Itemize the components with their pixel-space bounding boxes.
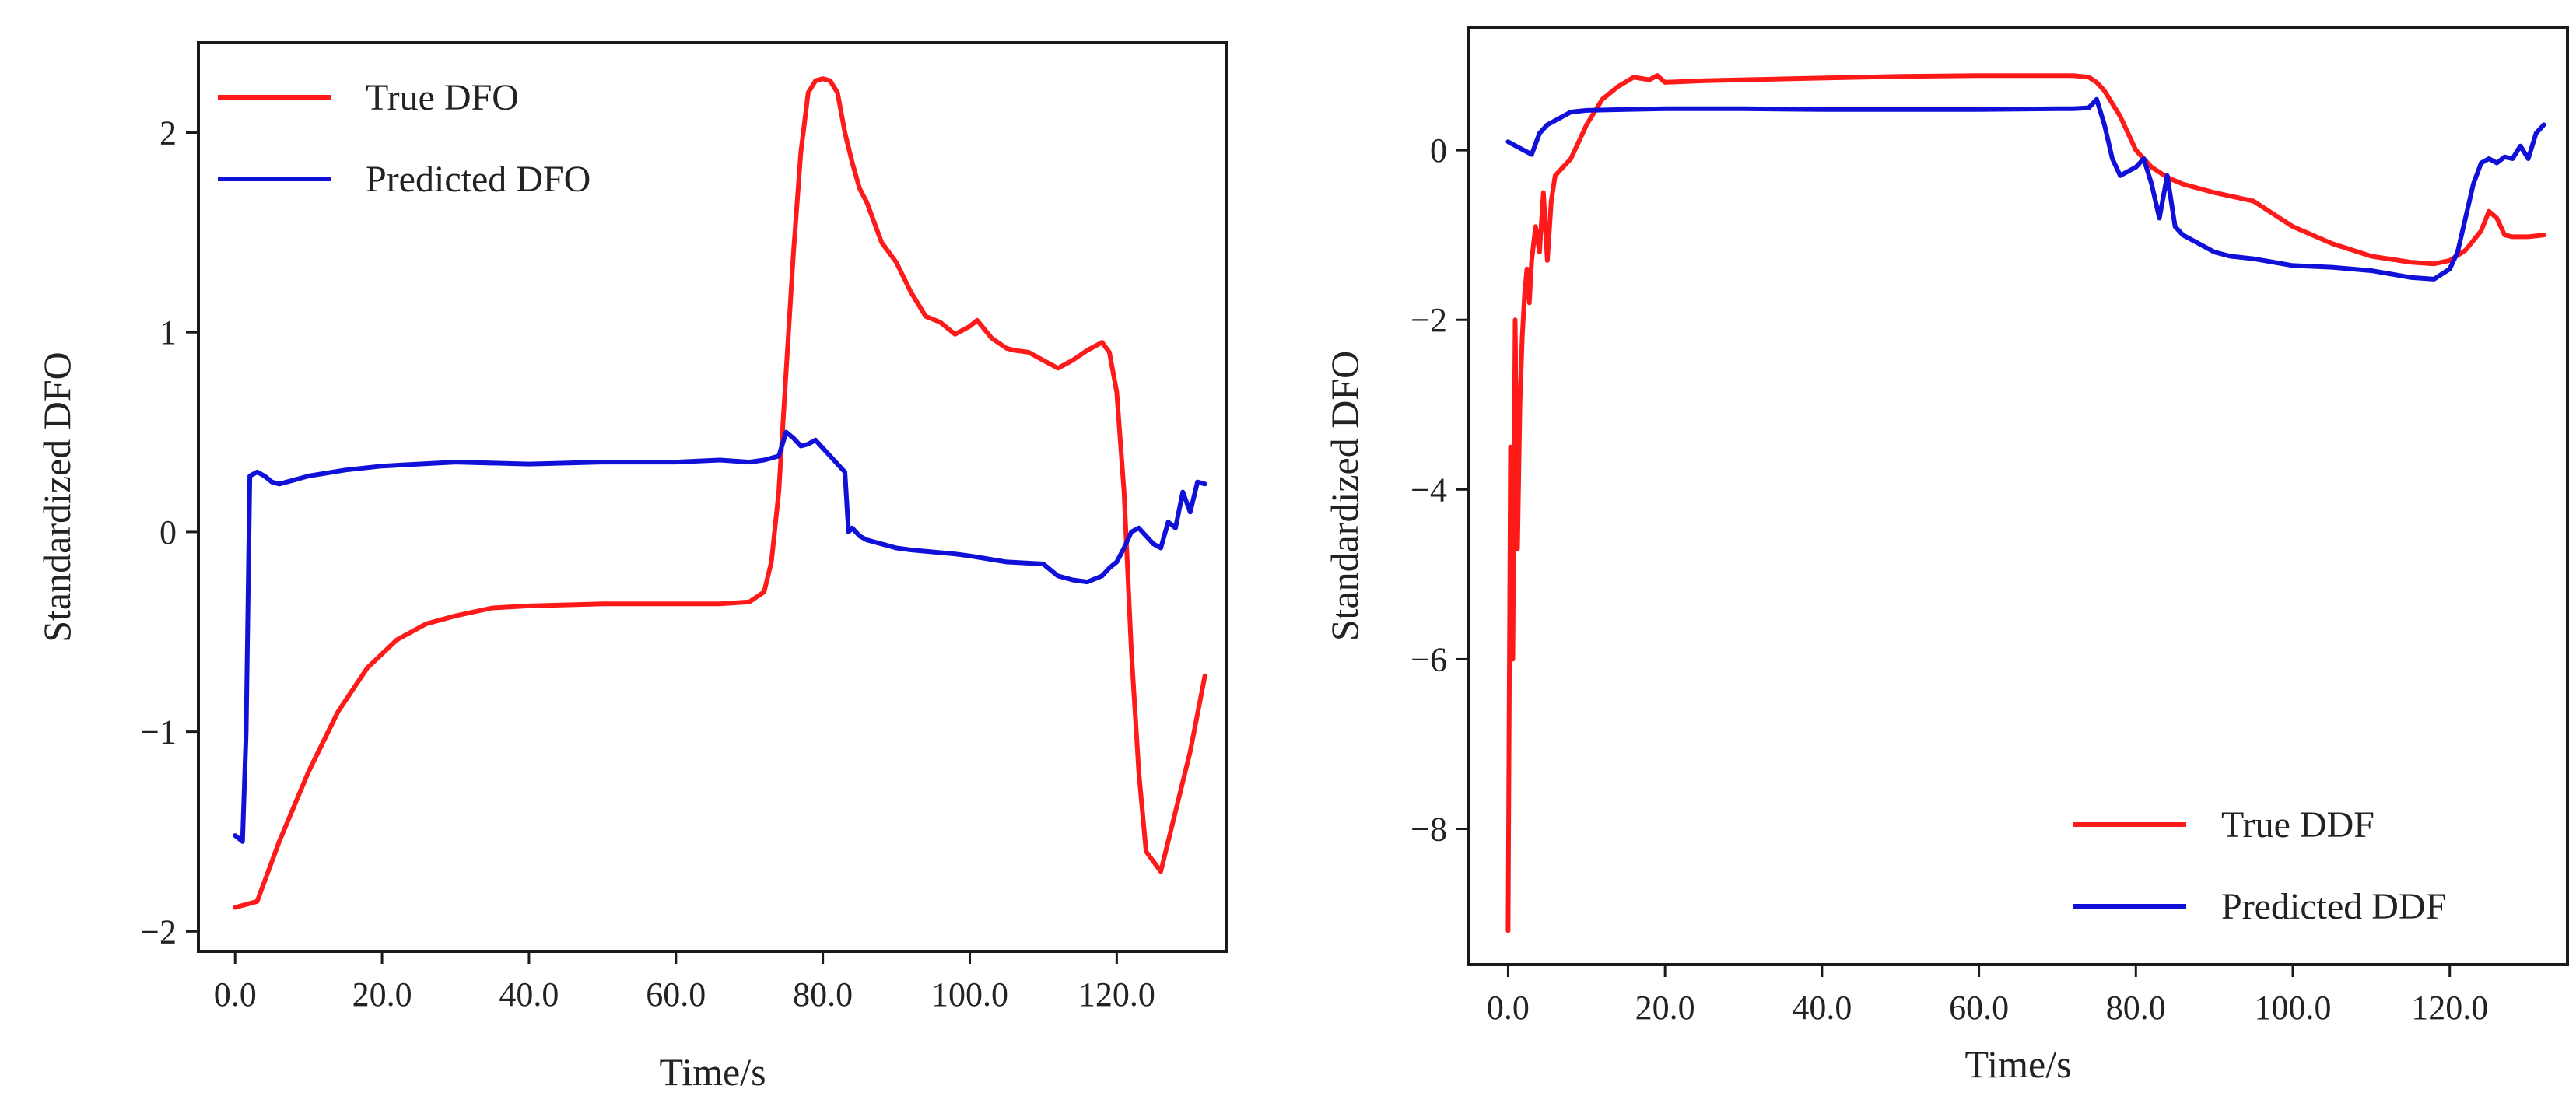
y-tick-label: −2: [140, 912, 177, 951]
x-tick-label: 60.0: [1949, 989, 2009, 1027]
series-line-predicted-dfo: [233, 429, 1207, 844]
plot-frame: [1467, 26, 2569, 966]
x-tick-label: 20.0: [1635, 989, 1695, 1027]
x-axis-label: Time/s: [1964, 1042, 2071, 1086]
y-tick-label: −8: [1411, 811, 1447, 849]
x-tick-label: 0.0: [214, 975, 257, 1014]
y-tick-label: −1: [140, 713, 177, 751]
legend-label: Predicted DFO: [366, 159, 591, 200]
series-line-true-dfo: [233, 76, 1207, 910]
y-tick-label: −6: [1411, 640, 1447, 678]
x-tick-label: 100.0: [931, 975, 1008, 1014]
legend-label: True DFO: [366, 77, 519, 118]
y-tick-label: −4: [1411, 471, 1447, 509]
x-tick-label: 120.0: [1078, 975, 1155, 1014]
plot-frame: [197, 41, 1228, 953]
series-line-true-ddf: [1505, 73, 2546, 933]
x-tick-label: 80.0: [793, 975, 853, 1014]
y-tick-label: 1: [159, 313, 177, 352]
x-tick-label: 60.0: [646, 975, 706, 1014]
x-tick-label: 40.0: [499, 975, 559, 1014]
x-tick-label: 40.0: [1792, 989, 1852, 1027]
y-tick-label: 2: [159, 114, 177, 152]
chart-dfo: 0.0 20.0 40.0 60.0 80.0 100.0 120.0 −2 −1 0 1 2 Time…: [35, 41, 1228, 1094]
x-tick-label: 100.0: [2255, 989, 2332, 1027]
y-tick-label: 0: [1430, 131, 1447, 170]
x-tick-label: 0.0: [1487, 989, 1530, 1027]
x-tick-label: 120.0: [2411, 989, 2488, 1027]
x-tick-label: 80.0: [2106, 989, 2166, 1027]
y-tick-label: −2: [1411, 301, 1447, 339]
y-axis-label: Standardized DFO: [1323, 351, 1366, 642]
x-tick-label: 20.0: [352, 975, 412, 1014]
legend-label: Predicted DDF: [2221, 886, 2446, 927]
legend: True DFO Predicted DFO: [218, 77, 591, 200]
y-axis-label: Standardized DFO: [35, 352, 79, 643]
legend-label: True DDF: [2221, 804, 2374, 846]
y-tick-label: 0: [159, 513, 177, 551]
series-group: [233, 76, 1207, 910]
x-axis-label: Time/s: [659, 1050, 766, 1094]
series-group: [1505, 73, 2546, 933]
chart-ddf: 0.0 20.0 40.0 60.0 80.0 100.0 120.0 −8 −6 −4 −2 0 Ti…: [1323, 26, 2569, 1086]
legend: True DDF Predicted DDF: [2073, 804, 2446, 927]
series-line-predicted-ddf: [1505, 96, 2546, 282]
